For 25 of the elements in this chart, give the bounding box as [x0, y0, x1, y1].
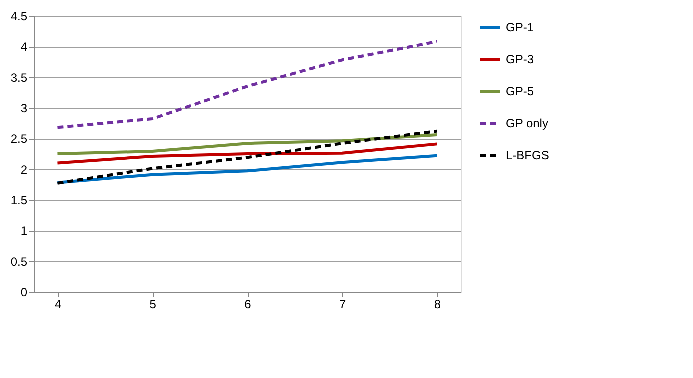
y-tick-label: 0.5 [10, 254, 28, 269]
x-tick-label: 8 [434, 298, 442, 312]
y-tick-label: 2.5 [10, 132, 28, 146]
x-tick-label: 4 [54, 298, 62, 312]
legend-label: GP-5 [506, 84, 534, 98]
x-tick-label: 7 [340, 298, 347, 312]
line-series [56, 40, 439, 130]
y-tick-label: 1 [20, 224, 28, 238]
x-tick-label: 6 [244, 298, 252, 312]
y-tick-label: 3.5 [10, 70, 28, 85]
y-tick-label: 3 [20, 102, 28, 116]
line-series [56, 154, 439, 184]
y-tick-label: 4.5 [10, 10, 28, 24]
line-series [56, 142, 439, 165]
legend-label: GP-1 [506, 20, 534, 34]
y-tick-label: 0 [20, 286, 28, 300]
legend-label: GP-3 [506, 52, 534, 66]
y-tick-label: 1.5 [10, 194, 28, 208]
legend-label: L-BFGS [506, 148, 550, 162]
line-series [56, 130, 439, 185]
line-series [56, 133, 439, 156]
x-tick-label: 5 [150, 298, 157, 312]
y-tick-label: 4 [20, 40, 28, 54]
legend-label: GP only [506, 116, 548, 130]
y-tick-label: 2 [20, 162, 28, 177]
